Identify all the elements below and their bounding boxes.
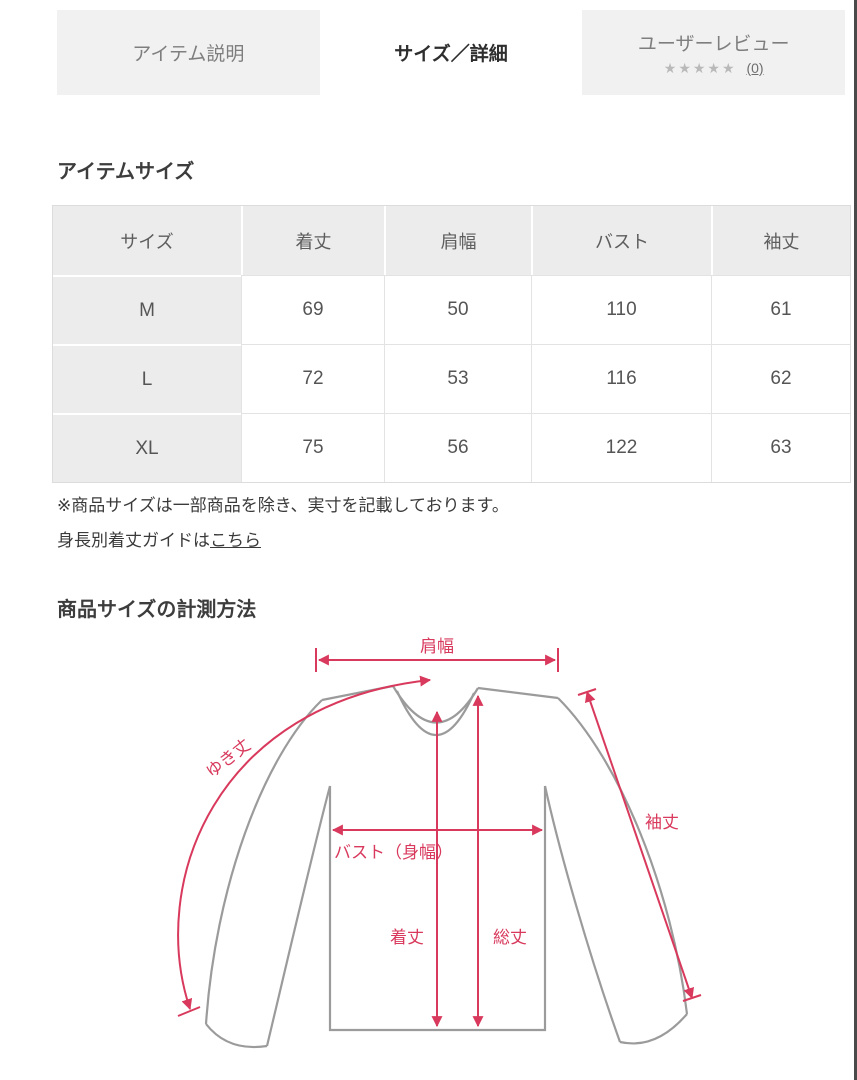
table-row: L 72 53 116 62 bbox=[53, 344, 850, 413]
col-header-shoulder: 肩幅 bbox=[384, 206, 531, 275]
m-bust: 110 bbox=[531, 275, 711, 344]
shoulder-width-label: 肩幅 bbox=[420, 637, 454, 656]
tab-size-details[interactable]: サイズ／詳細 bbox=[319, 10, 583, 95]
tab-user-reviews-label: ユーザーレビュー bbox=[637, 33, 790, 55]
l-length: 72 bbox=[241, 344, 384, 413]
body-length-label: 着丈 bbox=[390, 928, 424, 947]
tab-item-description-label: アイテム説明 bbox=[132, 44, 245, 65]
size-label-m: M bbox=[53, 275, 241, 344]
height-guide-line: 身長別着丈ガイドはこちら bbox=[57, 526, 261, 551]
measurement-diagram: 肩幅 ゆき丈 バスト（身幅） 着丈 総丈 袖丈 bbox=[177, 637, 702, 1049]
xl-sleeve: 63 bbox=[711, 413, 850, 482]
note-text: ※商品サイズは一部商品を除き、実寸を記載しております。 bbox=[57, 496, 509, 515]
sleeve-length-label: 袖丈 bbox=[645, 813, 679, 832]
size-label-xl: XL bbox=[53, 413, 241, 482]
table-row: M 69 50 110 61 bbox=[53, 275, 850, 344]
measurement-heading: 商品サイズの計測方法 bbox=[57, 599, 257, 621]
height-guide-text: 身長別着丈ガイドは bbox=[57, 531, 210, 550]
tab-bar: アイテム説明 サイズ／詳細 ユーザーレビュー ★★★★★ (0) bbox=[57, 10, 846, 95]
review-count-link[interactable]: (0) bbox=[746, 59, 764, 76]
shirt-outline bbox=[204, 684, 689, 1049]
xl-shoulder: 56 bbox=[384, 413, 531, 482]
l-sleeve: 62 bbox=[711, 344, 850, 413]
m-shoulder: 50 bbox=[384, 275, 531, 344]
table-row: XL 75 56 122 63 bbox=[53, 413, 850, 482]
total-length-label: 総丈 bbox=[493, 928, 527, 947]
l-shoulder: 53 bbox=[384, 344, 531, 413]
xl-bust: 122 bbox=[531, 413, 711, 482]
star-rating-icons: ★★★★★ bbox=[663, 59, 737, 76]
yuki-length-label: ゆき丈 bbox=[202, 735, 254, 781]
size-table: サイズ 着丈 肩幅 バスト 袖丈 M 69 50 110 61 L 72 53 … bbox=[52, 205, 851, 483]
size-table-header-row: サイズ 着丈 肩幅 バスト 袖丈 bbox=[53, 206, 850, 275]
yuki-length-arrow bbox=[177, 675, 432, 1017]
tab-item-description[interactable]: アイテム説明 bbox=[57, 10, 320, 95]
col-header-bust: バスト bbox=[531, 206, 711, 275]
bust-label: バスト（身幅） bbox=[334, 843, 453, 862]
l-bust: 116 bbox=[531, 344, 711, 413]
tab-user-reviews[interactable]: ユーザーレビュー ★★★★★ (0) bbox=[582, 10, 846, 95]
sleeve-length-arrow bbox=[577, 688, 702, 1002]
col-header-sleeve: 袖丈 bbox=[711, 206, 850, 275]
xl-length: 75 bbox=[241, 413, 384, 482]
item-size-heading: アイテムサイズ bbox=[57, 161, 195, 183]
tab-size-details-label: サイズ／詳細 bbox=[394, 44, 508, 65]
size-label-l: L bbox=[53, 344, 241, 413]
col-header-length: 着丈 bbox=[241, 206, 384, 275]
review-rating-row: ★★★★★ (0) bbox=[664, 60, 764, 77]
m-sleeve: 61 bbox=[711, 275, 850, 344]
col-header-size: サイズ bbox=[53, 206, 241, 275]
height-guide-link[interactable]: こちら bbox=[210, 531, 261, 550]
shoulder-width-arrow bbox=[315, 648, 559, 672]
m-length: 69 bbox=[241, 275, 384, 344]
